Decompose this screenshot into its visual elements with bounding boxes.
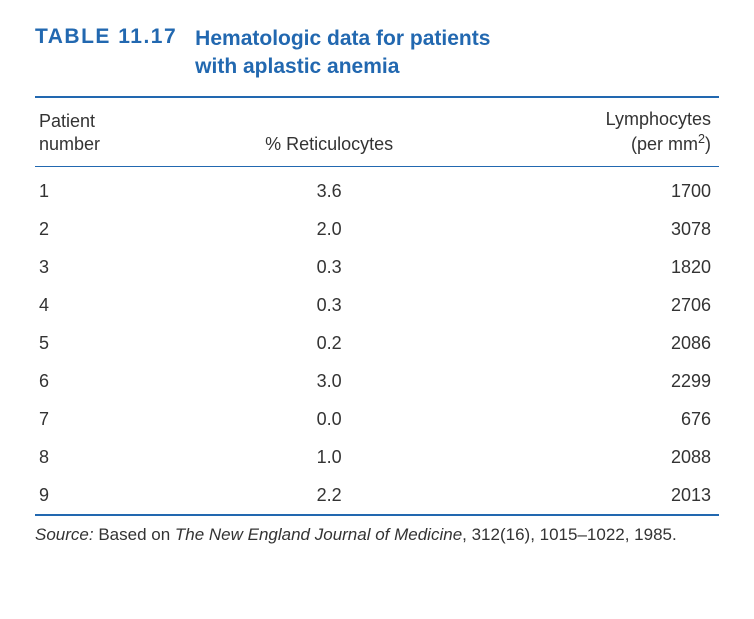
- table-row: 22.03078: [35, 211, 719, 249]
- caption-line2: with aplastic anemia: [195, 55, 399, 78]
- source-label: Source:: [35, 525, 94, 544]
- cell-patient-number: 3: [35, 249, 199, 287]
- cell-reticulocytes: 2.0: [199, 211, 459, 249]
- source-journal: The New England Journal of Medicine: [175, 525, 462, 544]
- cell-patient-number: 5: [35, 325, 199, 363]
- table-row: 92.22013: [35, 477, 719, 515]
- cell-reticulocytes: 0.3: [199, 249, 459, 287]
- table-header: TABLE 11.17 Hematologic data for patient…: [35, 25, 719, 82]
- cell-reticulocytes: 3.6: [199, 173, 459, 211]
- cell-patient-number: 2: [35, 211, 199, 249]
- table-source: Source: Based on The New England Journal…: [35, 524, 719, 547]
- cell-reticulocytes: 3.0: [199, 363, 459, 401]
- header-row: Patient number % Reticulocytes Lymphocyt…: [35, 98, 719, 167]
- col1-line2: number: [39, 134, 100, 154]
- table-row: 63.02299: [35, 363, 719, 401]
- cell-patient-number: 7: [35, 401, 199, 439]
- cell-lymphocytes: 2013: [459, 477, 719, 515]
- col-header-reticulocytes: % Reticulocytes: [199, 98, 459, 167]
- col1-line1: Patient: [39, 111, 95, 131]
- data-table: Patient number % Reticulocytes Lymphocyt…: [35, 98, 719, 515]
- table-row: 81.02088: [35, 439, 719, 477]
- cell-lymphocytes: 1700: [459, 173, 719, 211]
- cell-reticulocytes: 1.0: [199, 439, 459, 477]
- cell-lymphocytes: 2086: [459, 325, 719, 363]
- cell-patient-number: 9: [35, 477, 199, 515]
- table-row: 50.22086: [35, 325, 719, 363]
- col-header-patient: Patient number: [35, 98, 199, 167]
- cell-lymphocytes: 2088: [459, 439, 719, 477]
- col3-line2: (per mm2): [631, 134, 711, 154]
- cell-patient-number: 4: [35, 287, 199, 325]
- caption-line1: Hematologic data for patients: [195, 27, 490, 50]
- cell-lymphocytes: 3078: [459, 211, 719, 249]
- cell-reticulocytes: 0.3: [199, 287, 459, 325]
- source-prefix: Based on: [94, 525, 175, 544]
- table-row: 40.32706: [35, 287, 719, 325]
- cell-patient-number: 1: [35, 173, 199, 211]
- cell-lymphocytes: 2299: [459, 363, 719, 401]
- table-body: 13.6170022.0307830.3182040.3270650.22086…: [35, 166, 719, 514]
- cell-patient-number: 8: [35, 439, 199, 477]
- col-header-lymphocytes: Lymphocytes (per mm2): [459, 98, 719, 167]
- table-row: 70.0676: [35, 401, 719, 439]
- table-label: TABLE 11.17: [35, 25, 177, 49]
- table-bottom-rule: [35, 514, 719, 516]
- cell-lymphocytes: 1820: [459, 249, 719, 287]
- source-suffix: , 312(16), 1015–1022, 1985.: [462, 525, 677, 544]
- col3-line1: Lymphocytes: [606, 109, 711, 129]
- cell-patient-number: 6: [35, 363, 199, 401]
- table-row: 30.31820: [35, 249, 719, 287]
- cell-reticulocytes: 2.2: [199, 477, 459, 515]
- table-caption: Hematologic data for patients with aplas…: [195, 25, 490, 82]
- cell-reticulocytes: 0.0: [199, 401, 459, 439]
- cell-reticulocytes: 0.2: [199, 325, 459, 363]
- cell-lymphocytes: 2706: [459, 287, 719, 325]
- col2-label: % Reticulocytes: [265, 134, 393, 154]
- cell-lymphocytes: 676: [459, 401, 719, 439]
- table-row: 13.61700: [35, 173, 719, 211]
